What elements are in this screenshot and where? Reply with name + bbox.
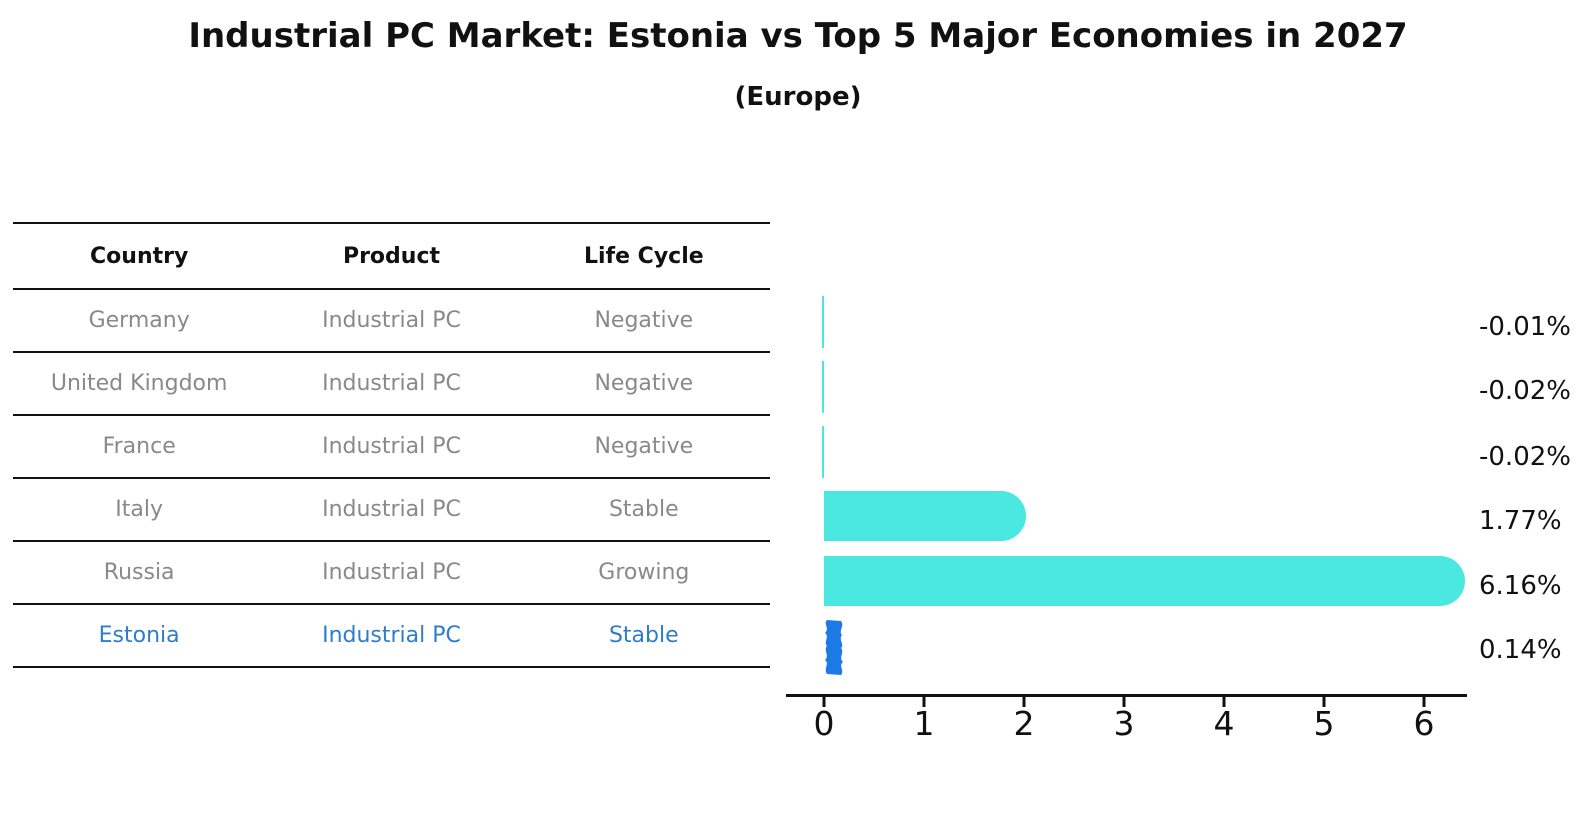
cell-product: Industrial PC [322, 434, 461, 459]
cell-life-cycle: Negative [594, 308, 694, 333]
table-row: Italy Industrial PC Stable [13, 479, 770, 542]
value-label-france: -0.02% [1479, 442, 1571, 472]
bar-italy [824, 491, 1026, 541]
bar-germany [822, 296, 824, 348]
x-axis-tick-label: 0 [813, 704, 835, 743]
sketch-bar-shape [825, 620, 843, 675]
value-label-russia: 6.16% [1479, 571, 1562, 601]
cell-life-cycle: Negative [594, 434, 694, 459]
chart-subtitle: (Europe) [734, 82, 862, 112]
value-label-united-kingdom: -0.02% [1479, 376, 1571, 406]
column-header-country: Country [90, 243, 189, 269]
cell-life-cycle: Stable [608, 497, 679, 522]
cell-country: Italy [115, 497, 164, 522]
x-axis-line [786, 694, 1467, 697]
cell-life-cycle: Growing [598, 560, 690, 585]
bar-united-kingdom [822, 361, 824, 413]
chart-title: Industrial PC Market: Estonia vs Top 5 M… [188, 16, 1408, 56]
x-axis-tickmark [1122, 697, 1126, 707]
cell-product: Industrial PC [322, 371, 461, 396]
table-row: Germany Industrial PC Negative [13, 290, 770, 353]
table-row: United Kingdom Industrial PC Negative [13, 353, 770, 416]
bar-russia [824, 556, 1465, 606]
cell-country: Estonia [98, 623, 180, 648]
table-header-row: Country Product Life Cycle [13, 224, 770, 290]
x-axis-tick-label: 3 [1113, 704, 1135, 743]
table-row: France Industrial PC Negative [13, 416, 770, 479]
x-axis-tick-label: 1 [913, 704, 935, 743]
cell-life-cycle: Negative [594, 371, 694, 396]
cell-country: United Kingdom [50, 371, 228, 396]
x-axis-tickmark [1022, 697, 1026, 707]
value-label-germany: -0.01% [1479, 312, 1571, 342]
x-axis-tickmark [1222, 697, 1226, 707]
cell-product: Industrial PC [322, 623, 461, 648]
value-label-italy: 1.77% [1479, 506, 1562, 536]
x-axis-tickmark [922, 697, 926, 707]
column-header-product: Product [342, 243, 441, 269]
value-label-estonia: 0.14% [1479, 635, 1562, 665]
x-axis-tick-label: 5 [1313, 704, 1335, 743]
x-axis-tick-label: 6 [1413, 704, 1435, 743]
bar-estonia-sketch [821, 618, 847, 676]
cell-country: France [102, 434, 176, 459]
cell-life-cycle: Stable [608, 623, 679, 648]
table-row-estonia-highlight: Estonia Industrial PC Stable [13, 605, 770, 668]
cell-country: Russia [103, 560, 175, 585]
x-axis-tickmark [1422, 697, 1426, 707]
country-table: Country Product Life Cycle Germany Indus… [13, 222, 770, 668]
cell-product: Industrial PC [322, 560, 461, 585]
x-axis-tickmark [822, 697, 826, 707]
cell-product: Industrial PC [322, 308, 461, 333]
column-header-life-cycle: Life Cycle [583, 243, 704, 269]
x-axis-tickmark [1322, 697, 1326, 707]
bar-france [822, 426, 824, 478]
table-row: Russia Industrial PC Growing [13, 542, 770, 605]
x-axis-tick-label: 2 [1013, 704, 1035, 743]
cell-country: Germany [88, 308, 190, 333]
x-axis-tick-label: 4 [1213, 704, 1235, 743]
cell-product: Industrial PC [322, 497, 461, 522]
